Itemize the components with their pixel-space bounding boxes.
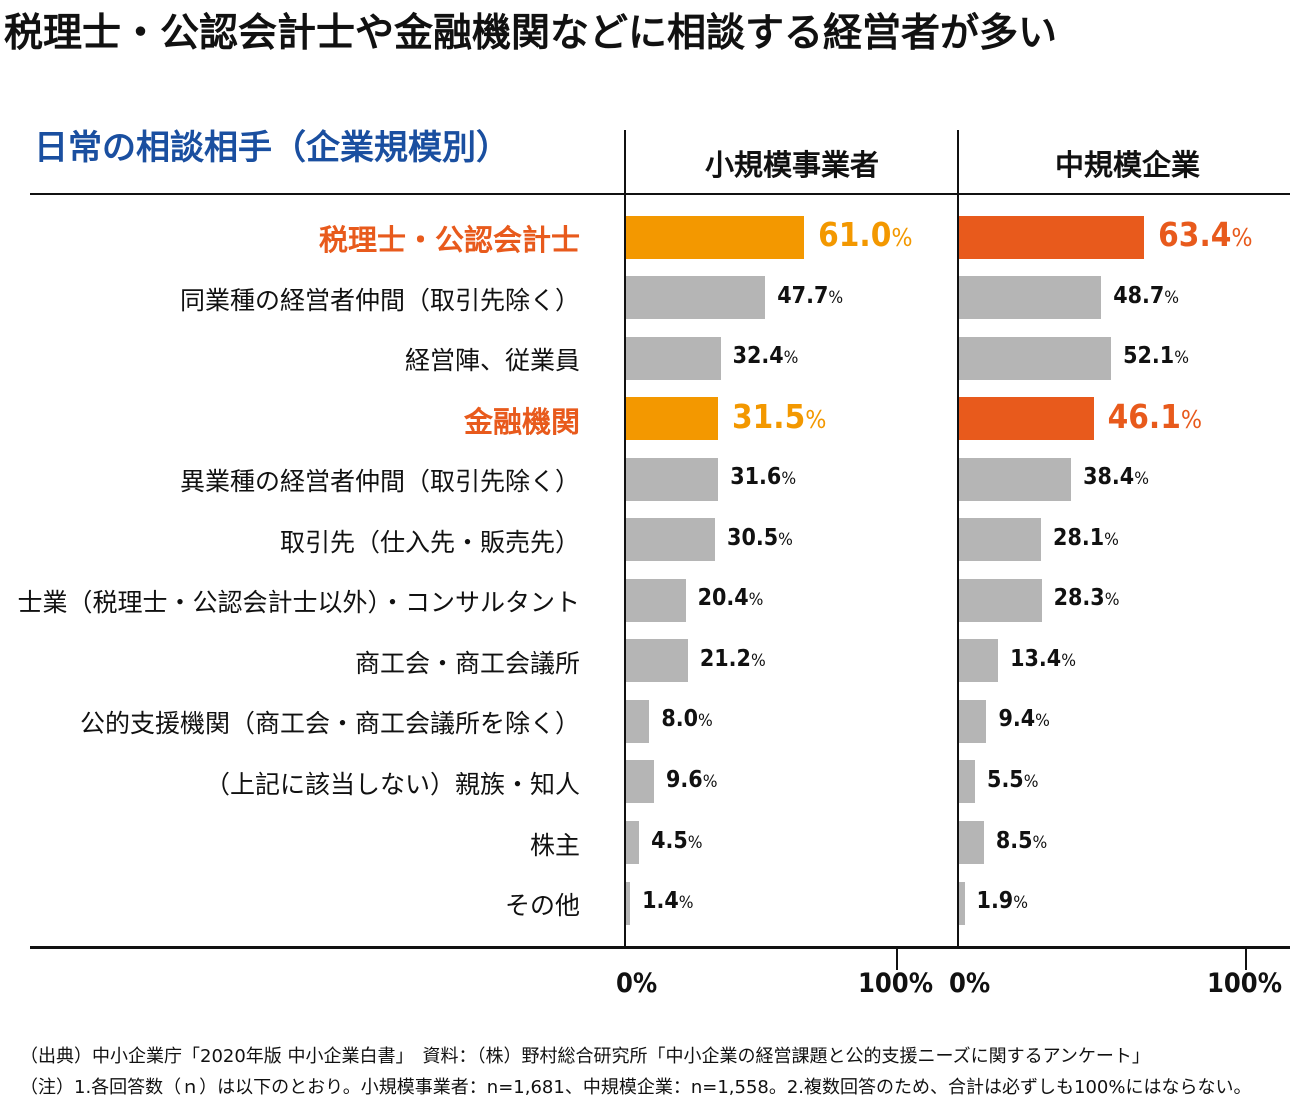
- bar-small: [626, 215, 805, 259]
- x-tick-label: 0%: [616, 968, 658, 999]
- column-header-medium: 中規模企業: [1054, 148, 1200, 182]
- value-label: 8.5%: [995, 827, 1048, 854]
- category-label: （上記に該当しない）親族・知人: [204, 769, 580, 799]
- value-label: 9.4%: [998, 706, 1050, 733]
- value-label: 8.0%: [661, 706, 713, 733]
- bar-medium: [959, 457, 1072, 501]
- bar-medium: [959, 760, 976, 804]
- bar-small: [626, 336, 721, 380]
- value-label: 31.5%: [731, 396, 827, 436]
- value-label: 28.3%: [1053, 585, 1120, 612]
- bar-small: [626, 639, 688, 683]
- bar-medium: [959, 215, 1145, 259]
- category-label: 経営陣、従業員: [404, 346, 580, 376]
- header-divider: [30, 193, 1290, 195]
- x-tick: [1245, 948, 1247, 970]
- x-tick-label: 0%: [949, 968, 991, 999]
- value-label: 63.4%: [1158, 215, 1253, 254]
- value-label: 31.6%: [730, 464, 797, 491]
- bar-medium: [959, 518, 1042, 562]
- value-label: 1.4%: [642, 888, 694, 915]
- value-label: 1.9%: [976, 888, 1028, 915]
- headline: 税理士・公認会計士や金融機関などに相談する経営者が多い: [4, 11, 1058, 56]
- value-label: 13.4%: [1010, 645, 1076, 672]
- bar-medium: [959, 397, 1094, 441]
- category-label: 税理士・公認会計士: [318, 223, 580, 257]
- bar-small: [626, 881, 631, 925]
- bar-small: [626, 821, 640, 864]
- category-label: 異業種の経営者仲間（取引先除く）: [179, 467, 580, 497]
- bar-medium: [959, 699, 987, 743]
- bar-small: [626, 699, 650, 743]
- bar-small: [626, 457, 719, 501]
- value-label: 9.6%: [666, 766, 718, 793]
- x-tick-label: 100%: [1207, 968, 1283, 999]
- chart-title: 日常の相談相手（企業規模別）: [34, 128, 510, 168]
- bar-small: [626, 276, 766, 320]
- value-label: 28.1%: [1053, 524, 1119, 551]
- value-label: 61.0%: [818, 215, 913, 254]
- category-label: 商工会・商工会議所: [354, 648, 580, 678]
- bar-medium: [959, 821, 984, 864]
- bar-small: [626, 397, 718, 441]
- x-tick-label: 100%: [858, 968, 934, 999]
- category-label: 公的支援機関（商工会・商工会議所を除く）: [79, 709, 580, 739]
- category-label: 士業（税理士・公認会計士以外）・コンサルタント: [17, 588, 580, 618]
- bar-medium: [959, 639, 999, 683]
- category-label: 取引先（仕入先・販売先）: [279, 527, 580, 557]
- bar-medium: [959, 336, 1112, 380]
- x-tick: [896, 948, 898, 970]
- bar-medium: [959, 276, 1102, 320]
- small-zero-axis: [624, 130, 626, 948]
- category-label: 同業種の経営者仲間（取引先除く）: [179, 285, 580, 315]
- footnote: （注）1.各回答数（ｎ）は以下のとおり。小規模事業者：n=1,681、中規模企業…: [20, 1077, 1252, 1098]
- source-note: （出典）中小企業庁「2020年版 中小企業白書」 資料：（株）野村総合研究所「中…: [20, 1046, 1150, 1067]
- bar-small: [626, 578, 686, 622]
- value-label: 5.5%: [987, 766, 1039, 793]
- column-header-small: 小規模事業者: [704, 148, 879, 182]
- category-label: 金融機関: [463, 404, 580, 439]
- category-label: その他: [504, 891, 580, 921]
- value-label: 52.1%: [1123, 343, 1189, 370]
- medium-zero-axis: [957, 130, 959, 948]
- bar-medium: [959, 578, 1042, 622]
- value-label: 30.5%: [727, 524, 793, 551]
- bar-small: [626, 760, 655, 804]
- bar-small: [626, 518, 716, 562]
- value-label: 47.7%: [777, 282, 844, 309]
- category-label: 株主: [529, 830, 580, 860]
- value-label: 48.7%: [1113, 282, 1180, 309]
- value-label: 38.4%: [1083, 464, 1149, 491]
- value-label: 46.1%: [1107, 396, 1203, 436]
- bar-medium: [959, 881, 965, 925]
- value-label: 4.5%: [651, 827, 703, 854]
- value-label: 32.4%: [732, 343, 799, 370]
- value-label: 21.2%: [699, 645, 766, 672]
- baseline-axis: [30, 946, 1290, 949]
- value-label: 20.4%: [697, 585, 764, 612]
